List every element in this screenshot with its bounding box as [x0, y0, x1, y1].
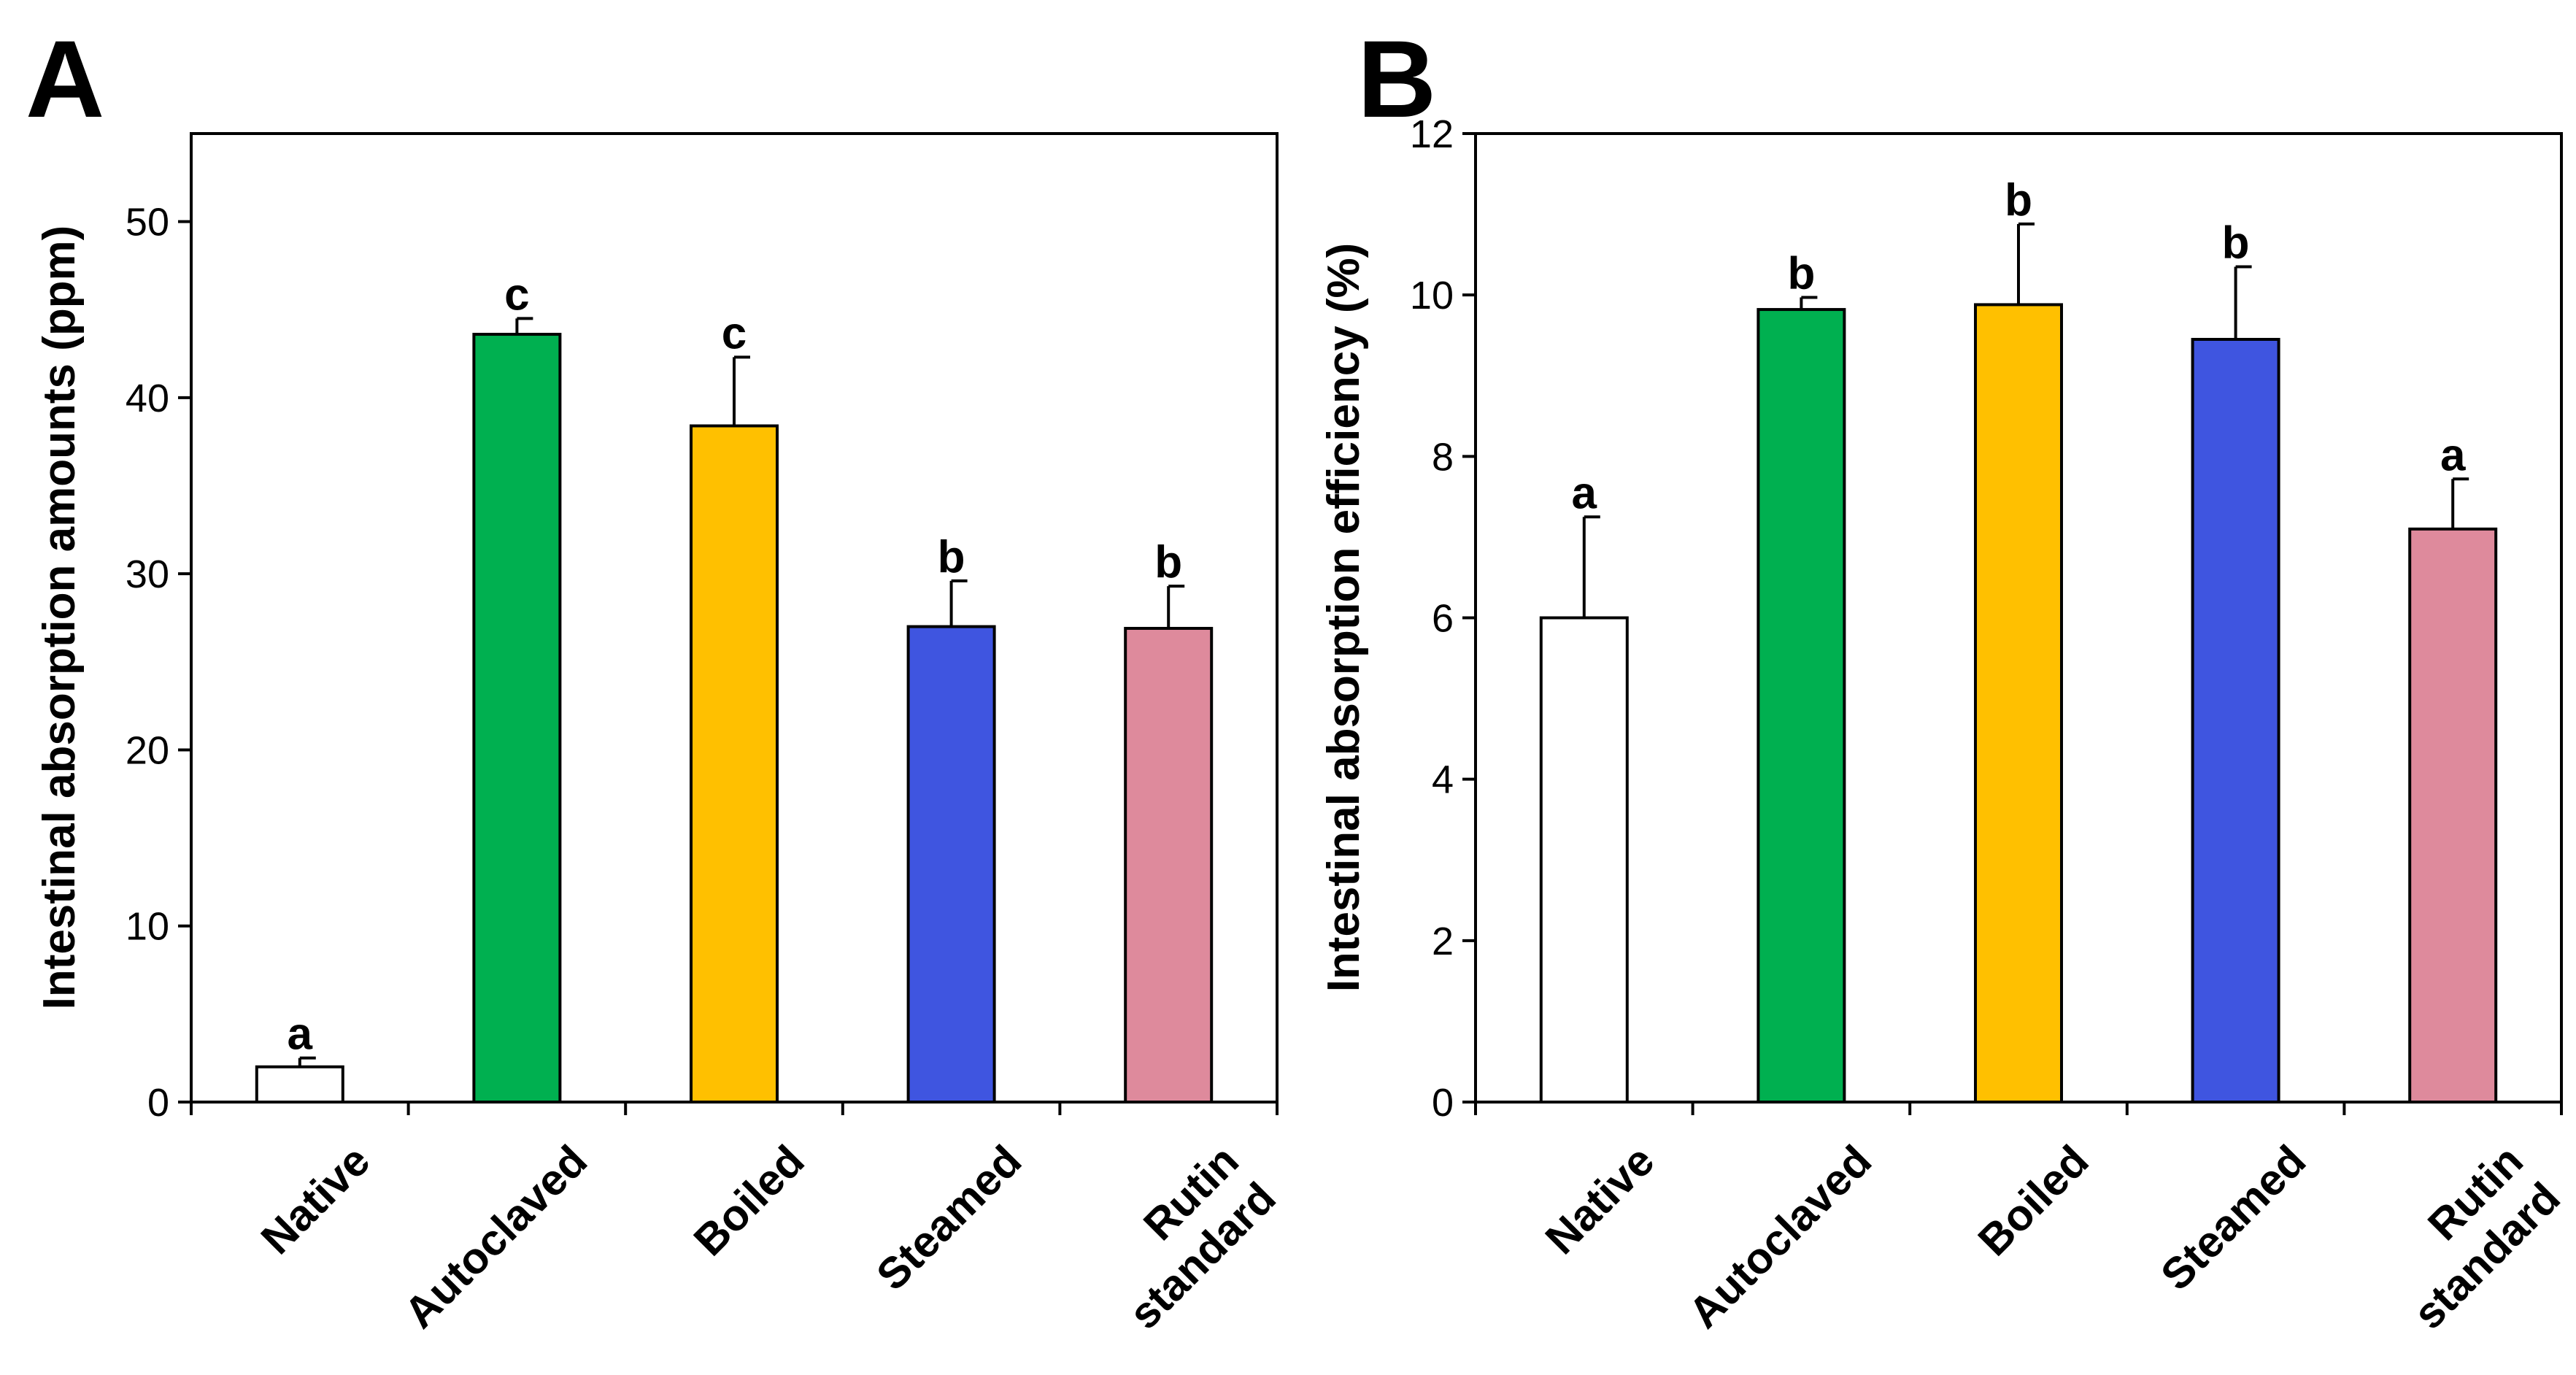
y-tick-label: 6	[1432, 597, 1454, 641]
significance-label: b	[1787, 248, 1815, 299]
panel-b: B Intestinal absorption efficiency (%) 0…	[1319, 18, 2569, 1339]
bar	[472, 333, 562, 1104]
y-tick-label: 4	[1432, 758, 1454, 802]
significance-label: a	[1572, 468, 1597, 518]
bar	[1539, 616, 1629, 1104]
significance-label: b	[2222, 217, 2250, 268]
bar	[255, 1065, 344, 1104]
bar	[1974, 303, 2063, 1104]
x-tick-label: Native	[1536, 1136, 1664, 1263]
bar	[1124, 626, 1214, 1104]
x-tick-label: Steamed	[867, 1136, 1030, 1299]
x-tick-label: Native	[252, 1136, 379, 1263]
x-tick-label: Autoclaved	[395, 1136, 596, 1337]
bar	[690, 424, 779, 1104]
x-tick-label: Rutinstandard	[1082, 1136, 1284, 1338]
y-tick-label: 20	[126, 728, 169, 772]
y-tick-label: 8	[1432, 435, 1454, 479]
significance-label: b	[938, 532, 965, 582]
x-tick-label: Steamed	[2151, 1136, 2315, 1299]
y-tick-label: 30	[126, 552, 169, 596]
y-tick-label: 40	[126, 377, 169, 420]
y-tick-label: 12	[1410, 112, 1454, 156]
y-tick-label: 50	[126, 201, 169, 244]
bar	[1756, 308, 1846, 1104]
y-tick-label: 0	[1432, 1081, 1454, 1125]
y-tick-label: 10	[126, 905, 169, 949]
y-tick-label: 10	[1410, 274, 1454, 317]
significance-label: a	[288, 1009, 313, 1060]
significance-label: a	[2440, 430, 2466, 480]
panel-label: B	[1357, 18, 1436, 140]
x-tick-label: Boiled	[685, 1136, 814, 1265]
panel-label: A	[26, 18, 104, 140]
bar	[2408, 527, 2498, 1104]
significance-label: c	[722, 308, 747, 358]
y-axis-title: Intestinal absorption amounts (ppm)	[34, 226, 85, 1010]
significance-label: b	[1154, 537, 1182, 588]
significance-label: c	[504, 269, 529, 320]
bar	[2191, 337, 2280, 1104]
significance-label: b	[2005, 175, 2032, 226]
y-tick-label: 2	[1432, 920, 1454, 963]
y-axis-title: Intestinal absorption efficiency (%)	[1319, 243, 1369, 993]
bar	[906, 625, 996, 1104]
x-tick-label: Rutinstandard	[2367, 1136, 2569, 1338]
x-tick-label: Autoclaved	[1679, 1136, 1881, 1337]
y-tick-label: 0	[147, 1081, 169, 1125]
x-tick-label: Boiled	[1969, 1136, 2098, 1265]
panel-a: A Intestinal absorption amounts (ppm) 0 1…	[26, 18, 1285, 1339]
